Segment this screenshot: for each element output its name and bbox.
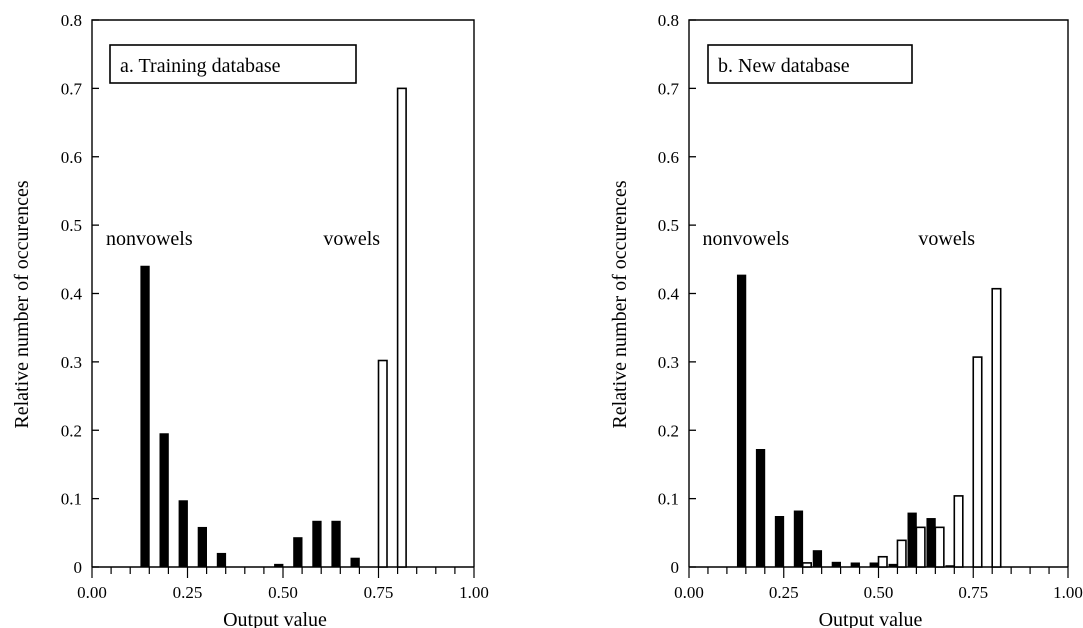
panel-a-x-tick-label: 0.50 (268, 583, 298, 602)
panel-a-y-tick-label: 0 (74, 558, 83, 577)
panel-b-vowel-bar (915, 526, 926, 568)
panel-b-x-tick-label: 1.00 (1053, 583, 1083, 602)
panel-a-y-tick-label: 0.8 (61, 11, 82, 30)
panel-b-y-axis-label: Relative number of occurences (609, 180, 631, 428)
panel-b-nonvowel-bar (888, 563, 898, 568)
panel-b-x-tick-label: 0.75 (958, 583, 988, 602)
panel-b-y-tick-label: 0.2 (658, 421, 679, 440)
panel-a-nonvowel-bar (197, 526, 208, 568)
panel-b-nonvowel-bar (945, 565, 955, 568)
panel-a-nonvowel-bar (159, 433, 169, 568)
panel-b-vowel-bar (934, 526, 945, 568)
panel-b-nonvowel-bar (793, 510, 804, 568)
panel-b-y-tick-label: 0 (671, 558, 680, 577)
panel-a-nonvowel-bar (178, 500, 188, 568)
panel-a-x-tick-label: 0.25 (173, 583, 203, 602)
panel-b-x-tick-label: 0.50 (864, 583, 894, 602)
panel-a-nonvowel-bar (350, 557, 360, 568)
panel-a-y-tick-label: 0.1 (61, 490, 82, 509)
panel-b-nonvowel-bar (831, 561, 841, 568)
panel-a-x-tick-label: 0.75 (364, 583, 394, 602)
panel-b-y-tick-label: 0.7 (658, 79, 680, 98)
panel-a-label-box (109, 44, 357, 84)
panel-b-nonvowel-bar (907, 512, 917, 568)
panel-b-y-tick-label: 0.5 (658, 216, 679, 235)
panel-b-x-axis-label: Output value (819, 609, 923, 628)
panel-b-vowel-bar (877, 555, 888, 568)
panel-a-y-tick-label: 0.3 (61, 353, 82, 372)
panel-b-nonvowel-bar (755, 448, 766, 568)
panel-a-nonvowel-bar (293, 537, 303, 568)
panel-b-y-tick-label: 0.4 (658, 285, 680, 304)
panel-a-label: a. Training database (120, 55, 281, 77)
panel-a-nonvowel-bar (331, 520, 341, 568)
panel-b-nonvowel-bar (736, 274, 747, 568)
panel-b-x-tick-label: 0.00 (674, 583, 704, 602)
panel-a-x-tick-label: 1.00 (459, 583, 489, 602)
panel-a-annotation-nonvowels: nonvowels (106, 228, 193, 250)
panel-a-y-tick-label: 0.2 (61, 421, 82, 440)
panel-b-y-tick-label: 0.8 (658, 11, 679, 30)
panel-b-vowel-bar (953, 495, 964, 568)
panel-a-x-axis-label: Output value (223, 609, 327, 628)
panel-a-vowel-bar (377, 359, 388, 568)
panel-a-y-axis-label: Relative number of occurences (11, 180, 33, 428)
panel-b-y-tick-label: 0.6 (658, 148, 679, 167)
panel-a-vowel-bar (396, 87, 407, 568)
panel-a-nonvowel-bar (312, 520, 322, 568)
panel-b-vowel-bar (972, 356, 983, 568)
panel-b-annotation-nonvowels: nonvowels (703, 228, 790, 250)
panel-a-annotation-vowels: vowels (323, 228, 380, 250)
panel-a-nonvowel-bar (274, 563, 284, 568)
panel-a-y-tick-label: 0.5 (61, 216, 82, 235)
panel-b-nonvowel-bar (869, 562, 879, 568)
panel-b-y-tick-label: 0.1 (658, 490, 679, 509)
panel-b-nonvowel-bar (926, 518, 936, 568)
panel-b-annotation-vowels: vowels (918, 228, 975, 250)
panel-b-nonvowel-bar (774, 516, 785, 568)
panel-b-label-box (707, 44, 913, 84)
panel-b-vowel-bar (991, 287, 1002, 568)
panel-b-vowel-bar (801, 562, 813, 568)
panel-a-y-tick-label: 0.4 (61, 285, 83, 304)
panel-a-x-tick-label: 0.00 (77, 583, 107, 602)
panel-a-y-tick-label: 0.7 (61, 79, 83, 98)
panel-b-nonvowel-bar (850, 562, 860, 568)
panel-b-label: b. New database (718, 55, 850, 77)
panel-a-nonvowel-bar (216, 552, 227, 568)
panel-a-nonvowel-bar (140, 265, 150, 568)
panel-b-nonvowel-bar (812, 550, 823, 568)
panel-b-vowel-bar (896, 539, 907, 568)
panel-b-x-tick-label: 0.25 (769, 583, 799, 602)
panel-a-y-tick-label: 0.6 (61, 148, 82, 167)
panel-b-y-tick-label: 0.3 (658, 353, 679, 372)
